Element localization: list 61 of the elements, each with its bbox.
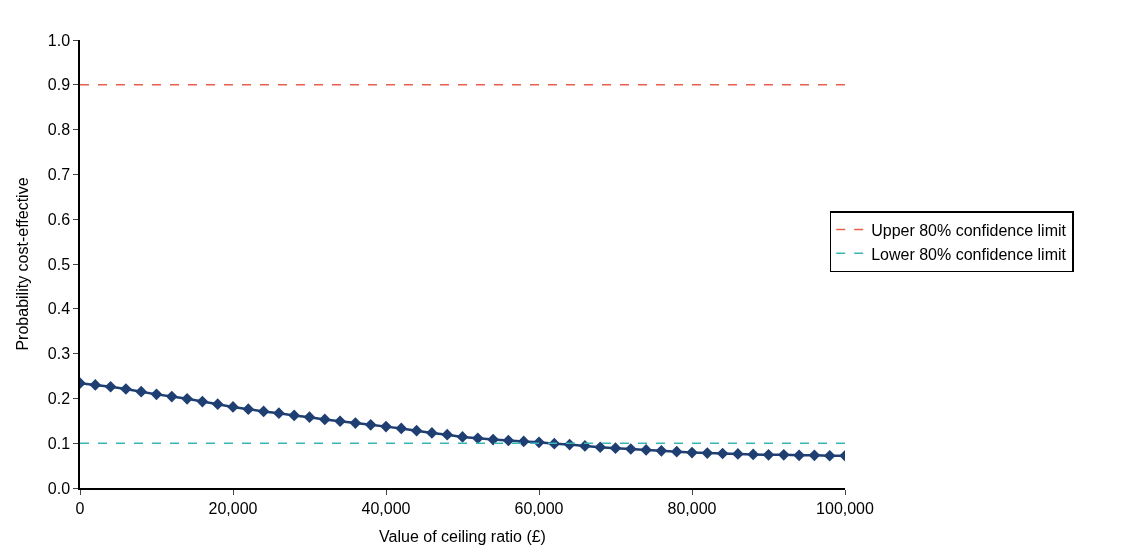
point xyxy=(793,449,805,462)
point xyxy=(89,379,102,391)
legend-label: Upper 80% confidence limit xyxy=(871,221,1067,239)
point xyxy=(410,424,423,437)
point xyxy=(747,448,760,461)
point xyxy=(594,441,607,454)
point xyxy=(655,444,668,457)
y-tick-label: 0.8 xyxy=(47,121,71,139)
point xyxy=(165,390,178,403)
y-tick-label: 0.6 xyxy=(47,210,71,228)
y-tick-label: 1.0 xyxy=(47,31,71,49)
y-tick-label: 0.1 xyxy=(47,434,71,452)
point xyxy=(456,431,469,443)
point xyxy=(762,449,775,461)
x-axis-title: Value of ceiling ratio (£) xyxy=(379,528,546,546)
y-tick-label: 0.5 xyxy=(47,255,71,273)
point xyxy=(517,435,530,448)
point xyxy=(502,434,515,447)
y-tick-label: 0.3 xyxy=(47,345,71,363)
point xyxy=(273,407,285,420)
point xyxy=(395,422,408,435)
x-tick-label: 20,000 xyxy=(208,499,258,517)
x-tick-label: 0 xyxy=(75,499,85,517)
point xyxy=(242,403,255,415)
point xyxy=(777,449,790,461)
point xyxy=(808,449,821,462)
point xyxy=(364,418,377,431)
point xyxy=(349,417,362,429)
point xyxy=(318,413,331,426)
point xyxy=(426,427,438,439)
point xyxy=(150,388,163,401)
point xyxy=(441,428,454,441)
y-tick-label: 0.0 xyxy=(47,479,71,497)
y-tick-label: 0.9 xyxy=(47,76,71,94)
y-tick-label: 0.2 xyxy=(47,390,71,407)
point xyxy=(196,395,209,408)
point xyxy=(334,415,346,428)
x-tick-label: 60,000 xyxy=(514,499,564,517)
x-tick-label: 40,000 xyxy=(361,499,411,517)
point xyxy=(716,447,729,460)
point xyxy=(609,442,622,454)
point xyxy=(640,444,652,456)
point xyxy=(686,446,698,459)
point xyxy=(104,380,117,393)
point xyxy=(303,411,316,424)
point xyxy=(670,445,683,458)
point xyxy=(487,433,499,446)
point xyxy=(257,405,270,418)
x-tick-label: 80,000 xyxy=(667,499,717,517)
point xyxy=(181,393,193,405)
point xyxy=(732,448,744,460)
point xyxy=(135,385,148,398)
point xyxy=(823,449,836,462)
x-tick-label: 100,000 xyxy=(816,499,875,517)
y-tick-label: 0.7 xyxy=(47,166,71,183)
legend-label: Lower 80% confidence limit xyxy=(871,245,1067,263)
point xyxy=(288,409,301,422)
y-axis-title: Probability cost-effective xyxy=(14,177,32,351)
point xyxy=(380,420,392,433)
y-tick-label: 0.4 xyxy=(47,300,71,318)
point xyxy=(211,398,224,411)
